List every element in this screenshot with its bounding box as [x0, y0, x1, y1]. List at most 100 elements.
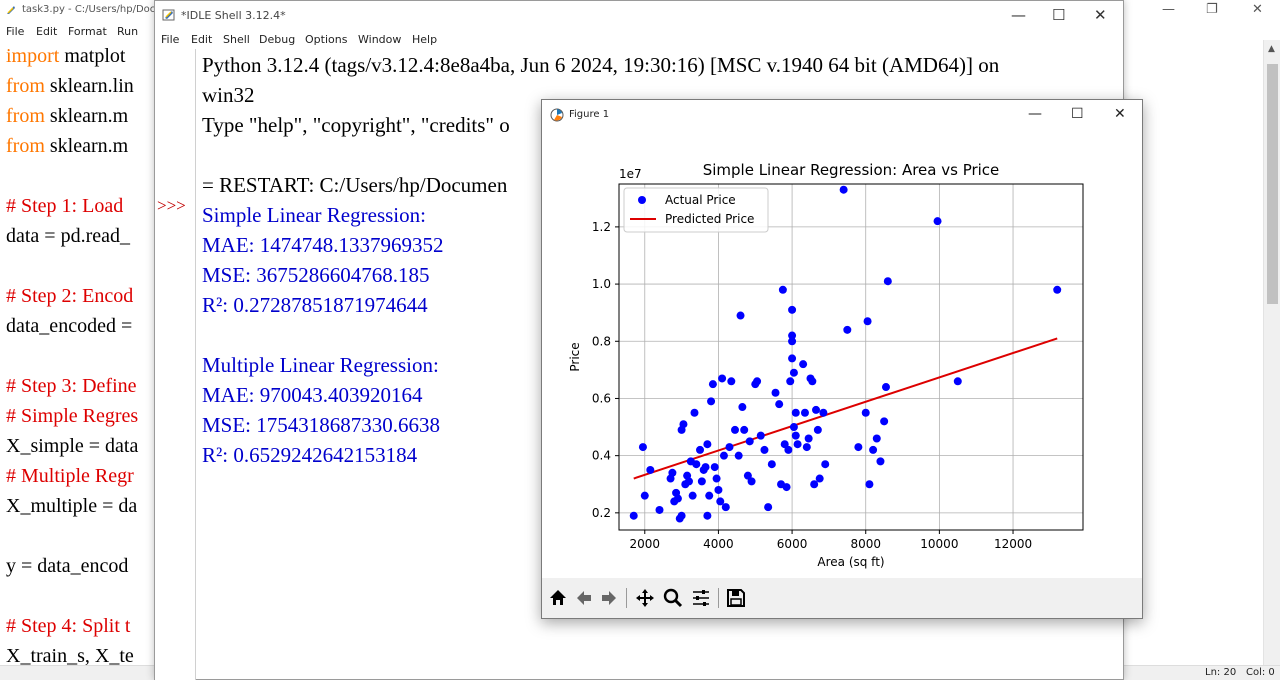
x-tick-label: 12000 [994, 537, 1032, 551]
data-point [821, 460, 830, 469]
editor-menu-format[interactable]: Format [68, 25, 107, 38]
y-tick-label: 0.4 [592, 449, 611, 463]
close-icon[interactable]: ✕ [1114, 106, 1126, 122]
shell-menu-file[interactable]: File [161, 33, 180, 46]
data-point [760, 445, 769, 454]
data-point [756, 431, 765, 440]
code-line: y = data_encod [6, 555, 129, 577]
close-icon[interactable]: ✕ [1094, 6, 1107, 24]
data-point [753, 377, 762, 386]
figure-canvas[interactable]: 2000 4000 6000 8000 10000 12000 0.2 0.4 0.6 0.8 1.… [542, 130, 1142, 578]
home-icon[interactable] [547, 587, 569, 609]
legend-box [623, 187, 769, 233]
chart-title: Simple Linear Regression: Area vs Price [703, 161, 1000, 179]
save-icon[interactable] [725, 587, 747, 609]
data-point [863, 317, 872, 326]
y-tick-label: 0.2 [592, 506, 611, 520]
data-point [721, 503, 730, 512]
shell-titlebar[interactable]: *IDLE Shell 3.12.4* — ☐ ✕ [155, 1, 1123, 31]
close-icon[interactable]: ✕ [1252, 2, 1263, 17]
data-point [725, 443, 734, 452]
figure-titlebar[interactable]: Figure 1 — ☐ ✕ [542, 100, 1142, 130]
code-keyword: from [6, 75, 45, 97]
data-point [655, 505, 664, 514]
shell-menu-help[interactable]: Help [412, 33, 438, 46]
legend-label-predicted: Predicted Price [665, 212, 754, 226]
data-point [690, 408, 699, 417]
shell-title: *IDLE Shell 3.12.4* [181, 9, 286, 22]
shell-menu-window[interactable]: Window [358, 33, 402, 46]
data-point [815, 474, 824, 483]
editor-code-area[interactable]: import matplot from sklearn.lin from skl… [0, 45, 160, 665]
data-point [775, 400, 784, 409]
data-point [804, 434, 813, 443]
data-point [854, 443, 863, 452]
data-point [953, 377, 962, 386]
scroll-up-icon[interactable]: ▲ [1268, 44, 1275, 54]
minimize-icon[interactable]: — [1011, 6, 1026, 24]
data-point [696, 445, 705, 454]
shell-banner-line: Python 3.12.4 (tags/v3.12.4:8e8a4ba, Jun… [202, 53, 1000, 77]
legend-label-actual: Actual Price [665, 193, 736, 207]
data-point [791, 408, 800, 417]
shell-menu-shell[interactable]: Shell [223, 33, 250, 46]
shell-prompt: >>> [157, 196, 186, 215]
configure-subplots-icon[interactable] [690, 587, 712, 609]
idle-feather-icon [162, 9, 175, 21]
data-point [800, 408, 809, 417]
status-col: Col: 0 [1246, 667, 1275, 678]
legend-marker-actual [638, 196, 646, 204]
data-point [793, 440, 802, 449]
data-point [738, 403, 747, 412]
y-tick-label: 0.8 [592, 334, 611, 348]
x-tick-label: 8000 [850, 537, 881, 551]
editor-menu-run[interactable]: Run [117, 25, 139, 38]
maximize-icon[interactable]: ☐ [1071, 106, 1084, 122]
data-point [861, 408, 870, 417]
data-point [771, 388, 780, 397]
restore-icon[interactable]: ❐ [1206, 2, 1218, 17]
data-point [799, 360, 808, 369]
minimize-icon[interactable]: — [1028, 106, 1042, 122]
code-text: sklearn.m [44, 135, 129, 157]
data-point [791, 431, 800, 440]
data-point [731, 425, 739, 434]
x-tick-label: 4000 [703, 537, 734, 551]
forward-arrow-icon[interactable] [598, 587, 620, 609]
editor-menu-file[interactable]: File [6, 25, 25, 38]
shell-menu-edit[interactable]: Edit [191, 33, 213, 46]
pan-icon[interactable] [634, 587, 656, 609]
chart-legend: Actual Price Predicted Price [623, 187, 769, 233]
data-point [810, 480, 819, 489]
multiple-r2: R²: 0.6529242642153184 [202, 443, 418, 467]
x-tick-label: 6000 [777, 537, 808, 551]
code-comment: # Step 2: Encod [6, 285, 134, 307]
data-point [697, 477, 706, 486]
back-arrow-icon[interactable] [573, 587, 595, 609]
shell-menu-debug[interactable]: Debug [259, 33, 296, 46]
shell-output-area[interactable]: Python 3.12.4 (tags/v3.12.4:8e8a4ba, Jun… [195, 49, 1123, 680]
editor-menu-edit[interactable]: Edit [36, 25, 58, 38]
multiple-mae: MAE: 970043.403920164 [202, 383, 423, 407]
scrollbar-thumb[interactable] [1267, 64, 1278, 304]
data-point [802, 443, 811, 452]
zoom-icon[interactable] [662, 587, 684, 609]
data-point [813, 425, 822, 434]
data-point [933, 217, 942, 226]
shell-menu-options[interactable]: Options [305, 33, 348, 46]
data-point [808, 377, 817, 386]
y-axis-label: Price [568, 342, 582, 371]
data-point [712, 474, 721, 483]
y-axis-offset-label: 1e7 [619, 167, 642, 181]
editor-title: task3.py - C:/Users/hp/Doc [22, 4, 156, 15]
maximize-icon[interactable]: ☐ [1052, 6, 1066, 24]
minimize-icon[interactable]: — [1162, 2, 1175, 17]
editor-scrollbar[interactable]: ▲ [1263, 40, 1280, 665]
data-point [780, 440, 789, 449]
scatter-chart: 2000 4000 6000 8000 10000 12000 0.2 0.4 0.6 0.8 1.… [568, 161, 1084, 569]
data-point [881, 383, 890, 392]
data-point [668, 468, 677, 477]
data-point [778, 285, 787, 294]
data-point [1053, 285, 1062, 294]
data-point [679, 420, 688, 429]
